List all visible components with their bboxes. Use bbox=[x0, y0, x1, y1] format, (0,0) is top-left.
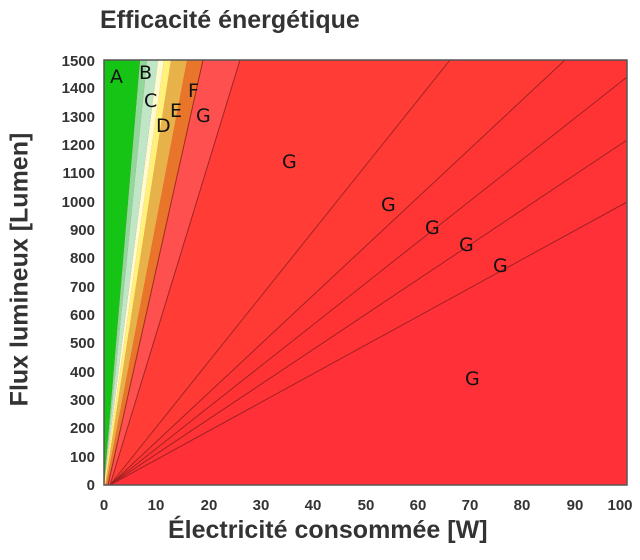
x-tick: 10 bbox=[148, 497, 165, 514]
zone-label-d: D bbox=[156, 115, 171, 137]
x-axis-ticks: 0 10 20 30 40 50 60 70 80 90 100 bbox=[100, 497, 633, 514]
y-tick: 500 bbox=[70, 335, 95, 352]
x-tick: 100 bbox=[607, 497, 632, 514]
plot-frame bbox=[103, 59, 628, 486]
y-tick: 1100 bbox=[62, 165, 95, 182]
y-tick: 0 bbox=[87, 477, 95, 494]
y-axis-ticks: 0 100 200 300 400 500 600 700 800 900 10… bbox=[62, 53, 95, 494]
y-tick: 1200 bbox=[62, 137, 95, 154]
y-tick: 1000 bbox=[62, 194, 95, 211]
y-tick: 900 bbox=[70, 222, 95, 239]
zone-label-g: G bbox=[425, 217, 440, 239]
y-tick: 800 bbox=[70, 250, 95, 267]
zone-label-g: G bbox=[196, 105, 211, 127]
x-tick: 20 bbox=[201, 497, 218, 514]
y-tick: 400 bbox=[70, 364, 95, 381]
x-tick: 0 bbox=[100, 497, 108, 514]
y-tick: 700 bbox=[70, 279, 95, 296]
x-axis-label: Électricité consommée [W] bbox=[168, 516, 488, 544]
x-tick: 60 bbox=[410, 497, 427, 514]
y-tick: 1400 bbox=[62, 80, 95, 97]
zone-label-g: G bbox=[493, 255, 508, 277]
zone-label-g: G bbox=[465, 368, 480, 390]
zone-label-a: A bbox=[110, 66, 123, 88]
x-tick: 90 bbox=[567, 497, 584, 514]
zone-label-c: C bbox=[144, 90, 157, 112]
y-tick: 300 bbox=[70, 392, 95, 409]
zone-label-g: G bbox=[282, 151, 297, 173]
x-tick: 50 bbox=[358, 497, 375, 514]
zone-label-b: B bbox=[139, 62, 152, 84]
x-tick: 70 bbox=[462, 497, 479, 514]
y-tick: 600 bbox=[70, 307, 95, 324]
x-tick: 40 bbox=[305, 497, 322, 514]
y-tick: 1500 bbox=[62, 53, 95, 70]
zone-label-g: G bbox=[381, 194, 396, 216]
y-tick: 100 bbox=[70, 449, 95, 466]
x-tick: 30 bbox=[253, 497, 270, 514]
zone-label-f: F bbox=[188, 80, 199, 102]
chart-title: Efficacité énergétique bbox=[100, 6, 360, 34]
x-tick: 80 bbox=[514, 497, 531, 514]
zone-label-e: E bbox=[170, 100, 182, 122]
y-tick: 1300 bbox=[62, 109, 95, 126]
efficiency-zones bbox=[104, 60, 627, 485]
zone-labels: A B C D E F G G G G G G G bbox=[110, 62, 508, 390]
zone-label-g: G bbox=[459, 234, 474, 256]
y-tick: 200 bbox=[70, 420, 95, 437]
